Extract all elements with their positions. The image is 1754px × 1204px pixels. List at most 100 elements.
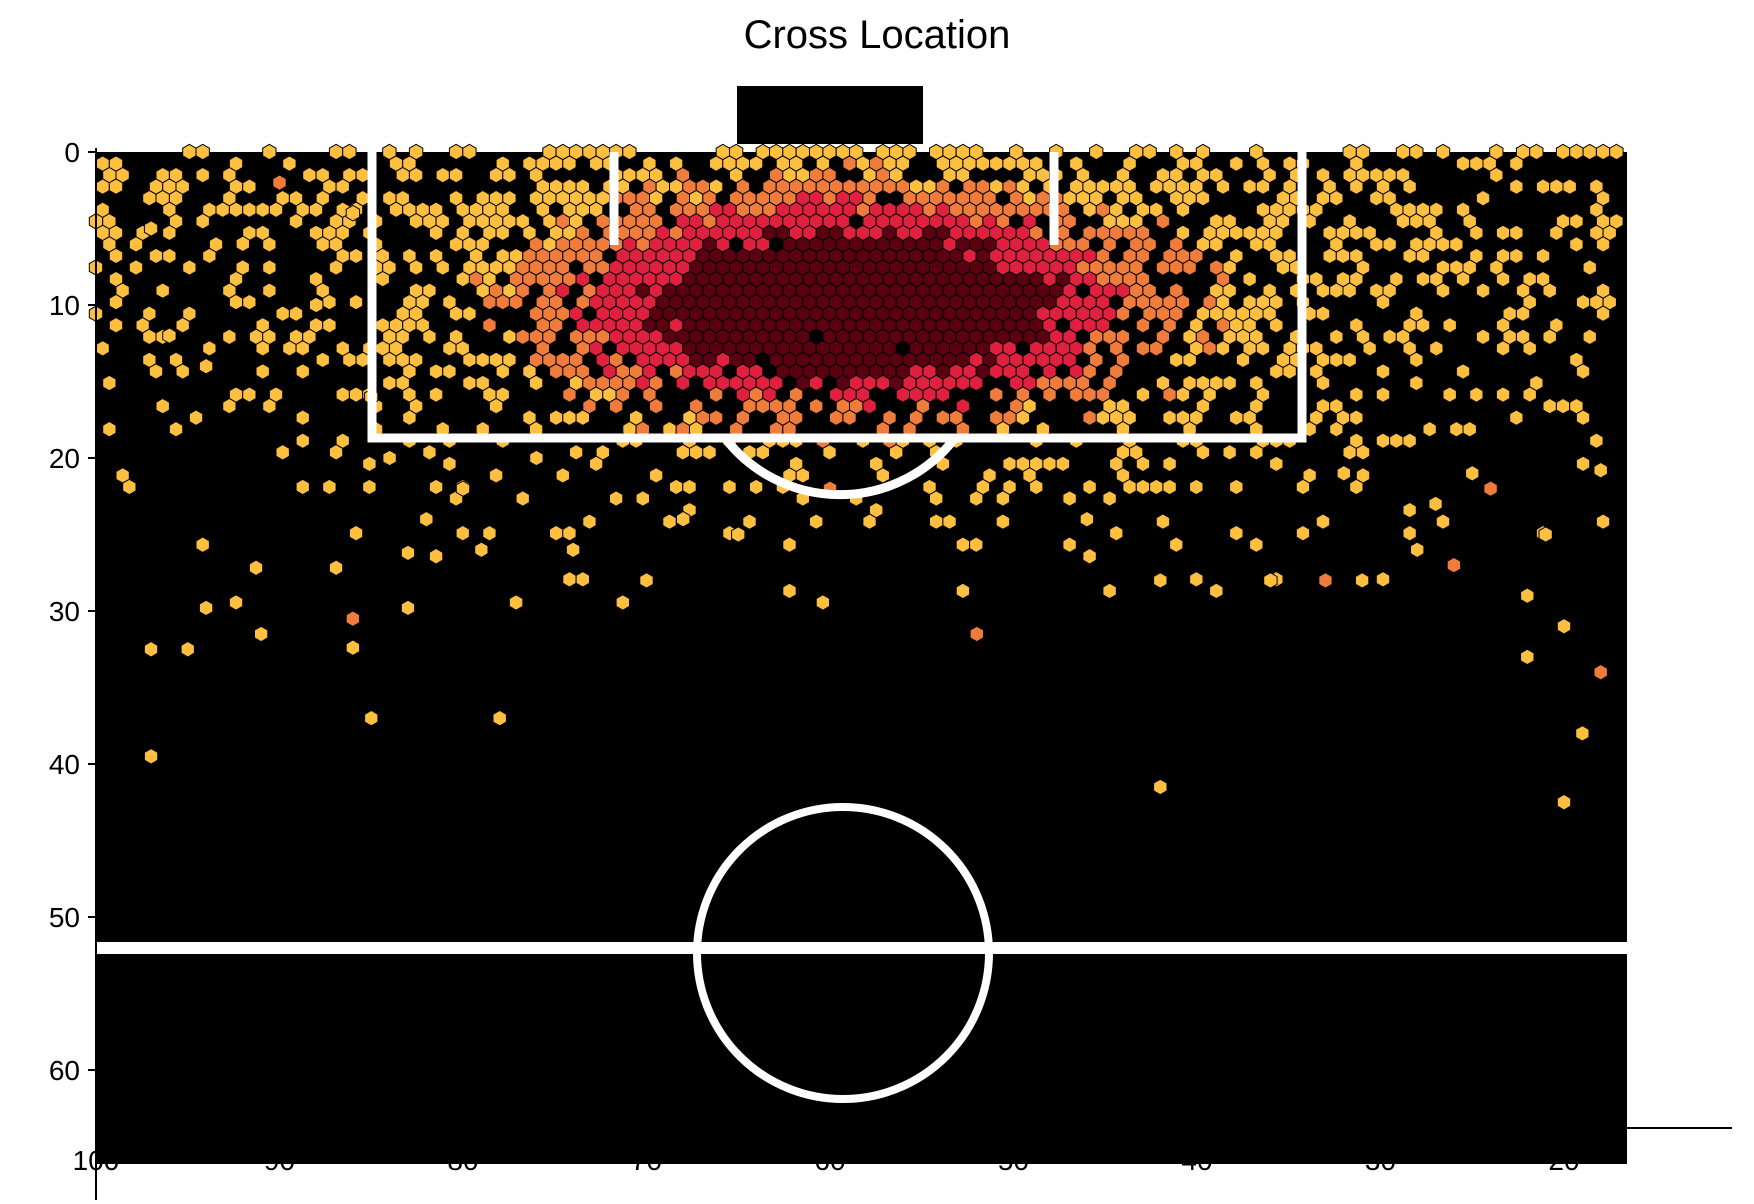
hexbin-cell <box>1375 386 1391 403</box>
hexbin-cell <box>1609 143 1624 161</box>
hexbin-cell <box>1329 328 1344 346</box>
hexbin-cell <box>1375 363 1391 380</box>
hexbin-cell <box>428 478 444 496</box>
hexbin-cell <box>1449 420 1464 438</box>
hexbin-cell <box>1415 270 1431 288</box>
hexbin-cell <box>955 582 971 600</box>
hexbin-cell <box>935 386 951 403</box>
hexbin-cell <box>488 397 504 415</box>
hexbin-cell <box>328 559 344 577</box>
hexbin-cell <box>969 536 984 553</box>
hexbin-cell <box>682 478 697 496</box>
hexbin-cell <box>448 236 464 253</box>
hexbin-cell <box>1209 582 1224 600</box>
hexbin-cell <box>969 490 984 507</box>
hexbin-cell <box>1062 536 1077 553</box>
hexbin-cell <box>222 328 237 346</box>
hexbin-cell <box>348 247 364 265</box>
hexbin-cell <box>842 155 857 172</box>
hexbin-cell <box>448 143 464 161</box>
hexbin-cell <box>1402 432 1417 449</box>
hexbin-cell <box>1329 282 1344 299</box>
hexbin-cell <box>400 599 416 617</box>
hexbin-cell <box>309 296 324 314</box>
hexbin-cell <box>308 201 324 218</box>
hexbin-cell <box>829 409 844 426</box>
hexbin-cell <box>1269 317 1284 334</box>
hexbin-cell <box>562 571 577 588</box>
hexbin-cell <box>809 513 824 530</box>
hexbin-cell <box>175 317 190 334</box>
hexbin-cell <box>1135 478 1151 496</box>
hexbin-cell <box>689 444 704 461</box>
hexbin-cell <box>195 213 210 230</box>
hexbin-cell <box>1455 363 1471 380</box>
hexbin-cell <box>749 155 764 172</box>
hexbin-cell <box>188 409 204 426</box>
x-tick-label: 70 <box>631 1145 662 1176</box>
hexbin-cell <box>1095 409 1111 426</box>
hexbin-cell <box>742 513 757 530</box>
hexbin-cell <box>555 467 570 484</box>
hexbin-cell <box>400 544 416 562</box>
hexbin-cell <box>809 374 824 392</box>
hexbin-cell <box>1569 236 1584 253</box>
hexbin-cell <box>262 259 277 276</box>
hexbin-cell <box>669 478 684 496</box>
hexbin-cell <box>575 571 590 588</box>
hexbin-cell <box>1429 340 1444 357</box>
hexbin-cell <box>1115 305 1131 322</box>
hexbin-cell <box>989 363 1004 380</box>
hexbin-cell <box>1153 572 1168 589</box>
hexbin-cell <box>1522 386 1537 403</box>
hexbin-cell <box>1375 432 1391 449</box>
hexbin-cell <box>1569 143 1584 161</box>
six-yard-box-line <box>609 152 1059 245</box>
hexbin-cell <box>1175 386 1191 403</box>
hexbin-cell <box>749 478 764 496</box>
hexbin-cell <box>1520 648 1535 666</box>
hexbin-cell <box>1342 282 1357 299</box>
hexbin-cell <box>1495 340 1511 357</box>
hexbin-cell <box>1369 189 1384 207</box>
hexbin-cell <box>288 305 304 322</box>
hexbin-cell <box>1575 363 1591 380</box>
hexbin-cell <box>1149 340 1164 357</box>
hexbin-cell <box>495 224 510 242</box>
hexbin-cell <box>1595 236 1611 253</box>
hexbin-cell <box>488 166 504 184</box>
hexbin-cell <box>108 293 124 311</box>
hexbin-cell <box>322 293 337 311</box>
hexbin-cell <box>1475 189 1491 207</box>
hexbin-cell <box>995 490 1011 507</box>
hexbin-cell <box>935 409 951 426</box>
hexbin-cell <box>1575 455 1591 473</box>
hexbin-cell <box>1229 524 1244 542</box>
hexbin-cell <box>1362 340 1377 357</box>
hexbin-cell <box>355 166 370 184</box>
hexbin-cell <box>322 478 337 496</box>
hexbin-cell <box>1582 328 1597 346</box>
y-tick-label: 10 <box>49 290 80 321</box>
hexbin-cell <box>1135 386 1151 403</box>
hexbin-cell <box>1475 282 1491 299</box>
hexbin-cell <box>475 420 490 438</box>
hexbin-cell <box>355 351 370 369</box>
hexbin-cell <box>122 478 137 496</box>
hexbin-cell <box>1595 513 1611 530</box>
hexbin-cell <box>1469 386 1484 403</box>
hexbin-cell <box>1089 143 1104 161</box>
y-tick-label: 0 <box>64 137 80 168</box>
hexbin-cell <box>1593 461 1608 479</box>
hexbin-cell <box>1455 270 1471 288</box>
hexbin-cell <box>809 397 824 415</box>
hexbin-cell <box>1495 386 1511 403</box>
hexbin-cell <box>148 247 164 265</box>
hexbin-cell <box>989 386 1004 403</box>
hexbin-cell <box>362 455 377 473</box>
hexbin-cell <box>969 625 984 643</box>
hexbin-cell <box>782 582 797 600</box>
hexbin-cell <box>1182 259 1197 276</box>
hexbin-cell <box>428 386 444 403</box>
hexbin-cell <box>1155 259 1171 276</box>
